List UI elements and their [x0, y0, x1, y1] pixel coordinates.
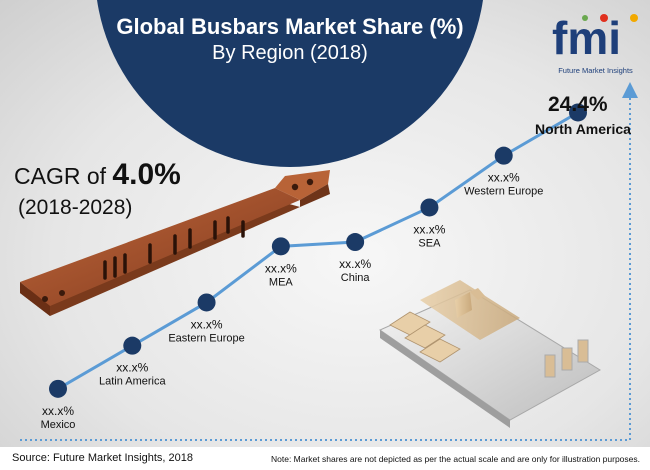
growth-arrow-path: [20, 95, 631, 441]
data-value-label: xx.x%: [116, 361, 148, 375]
data-value-label: xx.x%: [42, 404, 74, 418]
data-point: [346, 233, 365, 252]
copper-busbar-illustration: [20, 170, 330, 316]
note-text: Note: Market shares are not depicted as …: [270, 454, 640, 464]
logo-dot-icon: [600, 14, 608, 22]
data-value-label: xx.x%: [413, 222, 445, 236]
logo-tagline: Future Market Insights: [558, 66, 633, 75]
footer-bar: [0, 447, 650, 470]
data-point: [420, 198, 439, 217]
logo-dot-icon: [582, 15, 588, 21]
logo-dot-icon: [630, 14, 638, 22]
cagr-value: 4.0%: [112, 158, 181, 191]
data-point: [123, 336, 142, 355]
data-point: [49, 379, 67, 398]
category-label: SEA: [418, 237, 441, 249]
category-label: Latin America: [99, 376, 167, 388]
title-circle: [97, 0, 483, 167]
data-point: [494, 146, 513, 165]
category-label: MEA: [269, 276, 294, 288]
silver-busbar-illustration: [378, 280, 601, 428]
data-point: [569, 103, 587, 122]
category-label: Western Europe: [464, 186, 543, 198]
data-value-label: xx.x%: [265, 261, 297, 275]
data-point: [271, 237, 290, 256]
data-value-label: xx.x%: [339, 257, 371, 271]
source-text: Source: Future Market Insights, 2018: [12, 452, 193, 464]
chart-title: Global Busbars Market Share (%): [116, 14, 464, 39]
logo-wordmark: fmi: [552, 12, 621, 64]
category-label: Eastern Europe: [168, 332, 244, 344]
data-value-label: xx.x%: [488, 171, 520, 185]
fmi-logo: fmi: [552, 12, 638, 64]
cagr-prefix: CAGR of: [14, 163, 107, 189]
chart-subtitle: By Region (2018): [212, 42, 368, 64]
cagr-period: (2018-2028): [18, 196, 133, 219]
data-value-label: xx.x%: [191, 317, 223, 331]
highlight-value: 24.4%: [548, 93, 608, 116]
data-point: [197, 293, 216, 312]
highlight-region: North America: [535, 121, 631, 137]
category-label: China: [341, 272, 371, 284]
growth-arrow-head: [622, 82, 638, 98]
series-line: [57, 111, 579, 391]
category-label: Mexico: [41, 419, 76, 431]
cagr-statement: CAGR of 4.0%: [14, 158, 181, 192]
